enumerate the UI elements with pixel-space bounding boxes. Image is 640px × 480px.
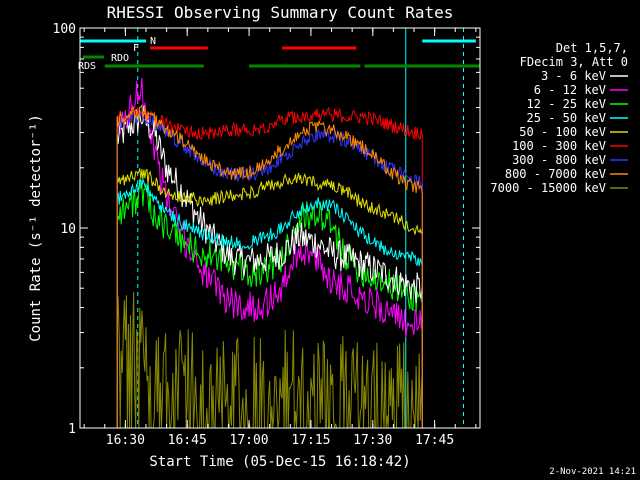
series-line-0: [116, 105, 423, 428]
x-tick-label-0: 16:30: [106, 433, 145, 448]
y-tick-label-2: 100: [53, 22, 76, 37]
legend-label-8: 7000 - 15000 keV: [490, 181, 606, 195]
series-line-4: [116, 168, 423, 428]
x-tick-label-4: 17:30: [353, 433, 392, 448]
flag-f-label: F: [133, 43, 139, 54]
legend-label-0: 3 - 6 keV: [541, 69, 606, 83]
legend-label-2: 12 - 25 keV: [527, 97, 606, 111]
legend-header-line-2: FDecim 3, Att 0: [520, 55, 628, 69]
series-line-8: [116, 291, 423, 430]
series-line-1: [116, 77, 423, 428]
legend-header-line-1: Det 1,5,7,: [556, 41, 628, 55]
legend-label-1: 6 - 12 keV: [534, 83, 606, 97]
y-axis-label: Count Rate (s⁻¹ detector⁻¹): [28, 114, 44, 342]
plot-series: [116, 77, 423, 430]
legend-label-3: 25 - 50 keV: [527, 111, 606, 125]
series-line-6: [116, 110, 423, 428]
flag-n-label: N: [150, 36, 156, 47]
flag-rds-label: RDS: [78, 61, 96, 72]
legend-label-5: 100 - 300 keV: [512, 139, 606, 153]
series-line-2: [116, 178, 423, 428]
legend-label-4: 50 - 100 keV: [519, 125, 606, 139]
y-tick-label-0: 1: [68, 422, 76, 437]
observing-flags: NF RDO RDS: [78, 36, 480, 72]
legend-label-7: 800 - 7000 keV: [505, 167, 606, 181]
axis-ticks: 16:30 16:45 17:00 17:15 17:30 17:45 1 10 100: [53, 22, 480, 448]
chart-title: RHESSI Observing Summary Count Rates: [107, 3, 454, 22]
x-axis-label: Start Time (05-Dec-15 16:18:42): [149, 454, 410, 470]
x-tick-label-1: 16:45: [168, 433, 207, 448]
x-tick-label-3: 17:15: [291, 433, 330, 448]
y-tick-label-1: 10: [60, 222, 76, 237]
date-stamp: 2-Nov-2021 14:21: [549, 467, 636, 477]
x-tick-label-2: 17:00: [230, 433, 269, 448]
flag-rdo-label: RDO: [111, 53, 129, 64]
x-tick-label-5: 17:45: [415, 433, 454, 448]
series-line-3: [116, 178, 423, 428]
series-line-7: [116, 103, 423, 428]
legend-label-6: 300 - 800 keV: [512, 153, 606, 167]
